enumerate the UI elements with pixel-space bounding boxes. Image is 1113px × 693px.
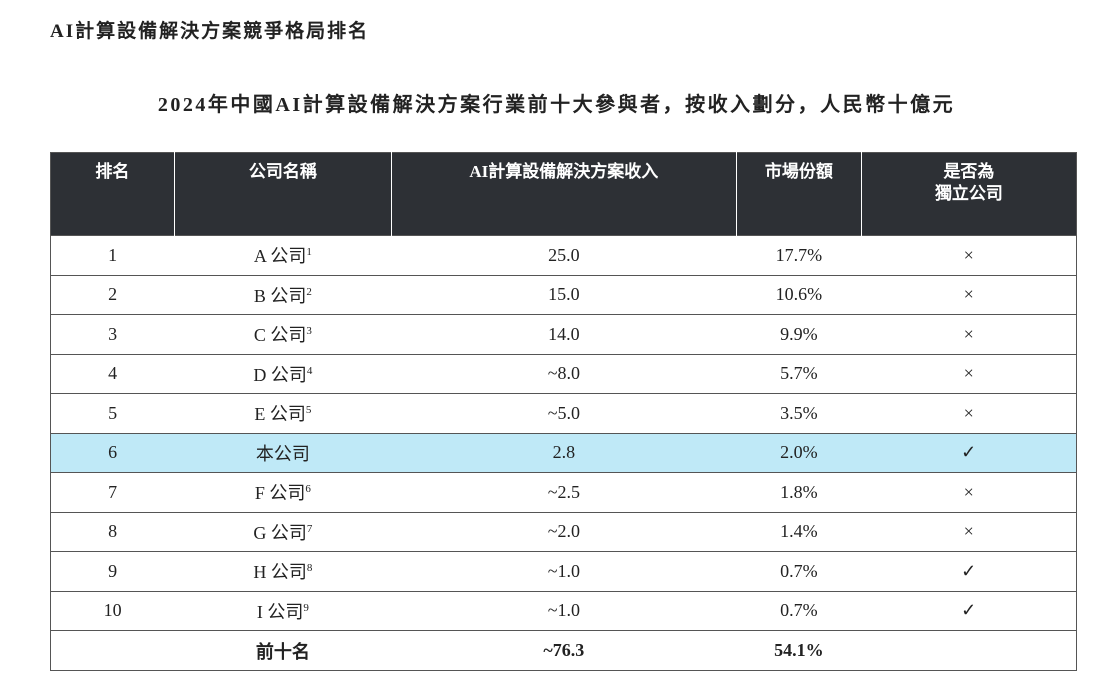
independent: ×: [861, 353, 1077, 394]
cell: [861, 630, 1077, 671]
column-header: AI計算設備解決方案收入: [390, 152, 737, 236]
rank: 10: [50, 590, 175, 631]
revenue: 2.8: [391, 432, 737, 473]
company-cell: H 公司8: [174, 551, 392, 591]
revenue: ~5.0: [391, 393, 737, 433]
revenue: ~8.0: [391, 353, 737, 394]
cell: [50, 630, 175, 671]
company-name: D 公司: [253, 364, 307, 385]
company-name: B 公司: [253, 285, 307, 306]
revenue: ~1.0: [391, 590, 737, 631]
rank: 6: [50, 432, 175, 473]
footnote-marker: 5: [305, 404, 312, 417]
share: 3.5%: [736, 393, 862, 433]
company-cell: G 公司7: [174, 511, 392, 552]
company-name: C 公司: [253, 325, 307, 346]
footnote-marker: 7: [306, 522, 313, 535]
column-header: 公司名稱: [173, 152, 392, 236]
company-name: I 公司: [256, 601, 304, 622]
share: 0.7%: [736, 590, 862, 631]
company-cell: C 公司3: [174, 314, 392, 354]
independent: ×: [861, 472, 1077, 512]
revenue: ~1.0: [391, 551, 737, 591]
table-row: 10 I 公司9 ~1.0 0.7% ✓: [50, 590, 1077, 631]
column-header: 排名: [50, 152, 175, 236]
rank: 5: [50, 393, 175, 433]
company-cell: A 公司1: [174, 235, 392, 275]
revenue: ~2.0: [391, 511, 737, 552]
rank: 7: [50, 472, 175, 512]
share: 0.7%: [736, 551, 862, 591]
company-cell: D 公司4: [174, 353, 392, 394]
share: 17.7%: [736, 235, 862, 275]
revenue: ~2.5: [391, 472, 737, 512]
footnote-marker: 3: [306, 325, 312, 338]
revenue: 25.0: [391, 235, 737, 275]
column-header: 市場份額: [735, 152, 862, 236]
revenue: 15.0: [391, 274, 737, 315]
footnote-marker: 4: [306, 364, 313, 377]
total-row: 前十名 ~76.3 54.1%: [50, 630, 1077, 671]
rank: 2: [50, 274, 175, 315]
total-share: 54.1%: [736, 630, 862, 671]
company-cell: E 公司5: [174, 393, 392, 433]
rank: 1: [50, 235, 175, 275]
subtitle: 2024年中國AI計算設備解決方案行業前十大參與者，按收入劃分，人民幣十億元: [157, 94, 956, 116]
share: 10.6%: [736, 274, 862, 315]
company-name: E 公司: [254, 404, 306, 425]
share: 1.8%: [736, 472, 862, 512]
independent: ×: [861, 314, 1077, 354]
total-revenue: ~76.3: [391, 630, 737, 671]
share: 2.0%: [736, 432, 862, 473]
rank: 9: [50, 551, 175, 591]
rank: 4: [50, 353, 175, 394]
table-row: 6 本公司 2.8 2.0% ✓: [50, 432, 1077, 473]
column-header: 是否為 獨立公司: [860, 152, 1077, 236]
company-name: G 公司: [253, 522, 307, 543]
company-cell: I 公司9: [174, 590, 392, 631]
header-row: 排名 公司名稱 AI計算設備解決方案收入 市場份額 是否為 獨立公司: [50, 152, 1077, 236]
footnote-marker: 6: [305, 483, 311, 496]
total-label: 前十名: [174, 630, 392, 671]
company-name: A 公司: [253, 246, 307, 267]
independent: ✓: [861, 432, 1077, 473]
company-cell: 本公司: [174, 432, 392, 473]
company-name: H 公司: [253, 562, 307, 583]
share: 5.7%: [736, 353, 862, 394]
independent: ×: [861, 235, 1077, 275]
title: AI計算設備解決方案競爭格局排名: [50, 21, 370, 42]
rank: 8: [50, 511, 175, 552]
company-cell: B 公司2: [174, 274, 392, 315]
independent: ×: [861, 274, 1077, 315]
footnote-marker: 9: [303, 601, 309, 614]
company-name: F 公司: [254, 483, 306, 504]
revenue: 14.0: [391, 314, 737, 354]
independent: ×: [861, 511, 1077, 552]
company-cell: F 公司6: [174, 472, 392, 512]
share: 1.4%: [736, 511, 862, 552]
share: 9.9%: [736, 314, 862, 354]
footnote-marker: 8: [306, 562, 313, 575]
independent: ×: [861, 393, 1077, 433]
footnote-marker: 1: [306, 246, 312, 259]
footnote-marker: 2: [306, 285, 312, 298]
company-name: 本公司: [255, 443, 310, 464]
independent: ✓: [861, 590, 1077, 631]
rank: 3: [50, 314, 175, 354]
independent: ✓: [861, 551, 1077, 591]
